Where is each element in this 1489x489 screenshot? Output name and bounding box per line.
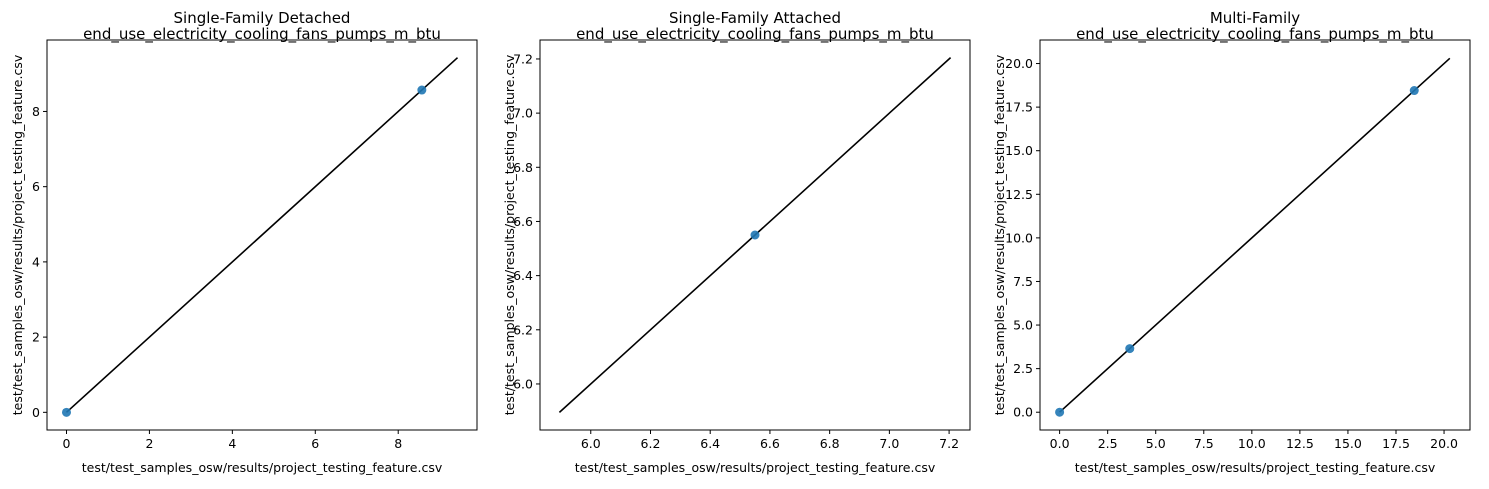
y-tick-label: 0: [32, 405, 40, 420]
chart-panel-1: Single-Family Detachedend_use_electricit…: [10, 9, 478, 475]
x-tick-label: 15.0: [1334, 436, 1362, 451]
x-tick-label: 10.0: [1238, 436, 1266, 451]
y-tick-label: 4: [32, 254, 40, 269]
x-tick-label: 12.5: [1286, 436, 1314, 451]
y-tick-label: 17.5: [1005, 100, 1033, 115]
y-tick-label: 6.4: [513, 268, 533, 283]
y-tick-label: 20.0: [1005, 56, 1033, 71]
y-tick-label: 15.0: [1005, 143, 1033, 158]
y-tick-label: 5.0: [1013, 318, 1033, 333]
chart-title: Multi-Family: [1210, 9, 1300, 27]
chart-title: Single-Family Detached: [174, 9, 351, 27]
y-tick-label: 6.0: [513, 376, 533, 391]
x-tick-label: 2.5: [1098, 436, 1118, 451]
x-tick-label: 6: [311, 436, 319, 451]
y-axis-label: test/test_samples_osw/results/project_te…: [992, 54, 1007, 415]
chart-panel-3: Multi-Familyend_use_electricity_cooling_…: [992, 9, 1471, 475]
x-tick-label: 6.4: [700, 436, 720, 451]
y-axis-label: test/test_samples_osw/results/project_te…: [10, 54, 25, 415]
x-axis-label: test/test_samples_osw/results/project_te…: [1075, 460, 1436, 475]
x-tick-label: 8: [394, 436, 402, 451]
x-tick-label: 6.0: [581, 436, 601, 451]
data-point: [417, 85, 427, 95]
data-point: [61, 407, 71, 417]
x-tick-label: 17.5: [1382, 436, 1410, 451]
y-tick-label: 2: [32, 330, 40, 345]
chart-subtitle: end_use_electricity_cooling_fans_pumps_m…: [1076, 25, 1434, 44]
x-tick-label: 2: [145, 436, 153, 451]
data-point: [1409, 86, 1419, 96]
x-axis-label: test/test_samples_osw/results/project_te…: [575, 460, 936, 475]
data-point: [1055, 407, 1065, 417]
x-tick-label: 0.0: [1050, 436, 1070, 451]
y-tick-label: 7.2: [513, 51, 533, 66]
x-tick-label: 6.2: [641, 436, 661, 451]
plot-frame: [1039, 39, 1471, 431]
y-tick-label: 6.6: [513, 214, 533, 229]
data-point: [750, 230, 760, 240]
data-point: [1125, 344, 1135, 354]
y-tick-label: 7.5: [1013, 274, 1033, 289]
identity-line: [65, 57, 459, 413]
y-tick-label: 2.5: [1013, 361, 1033, 376]
y-tick-label: 10.0: [1005, 230, 1033, 245]
x-tick-label: 7.5: [1194, 436, 1214, 451]
y-tick-label: 6.8: [513, 160, 533, 175]
y-tick-label: 7.0: [513, 106, 533, 121]
chart-subtitle: end_use_electricity_cooling_fans_pumps_m…: [576, 25, 934, 44]
plot-frame: [46, 39, 478, 431]
x-tick-label: 7.2: [939, 436, 959, 451]
y-tick-label: 6: [32, 179, 40, 194]
x-tick-label: 6.6: [760, 436, 780, 451]
x-tick-label: 0: [63, 436, 71, 451]
x-tick-label: 5.0: [1146, 436, 1166, 451]
y-tick-label: 0.0: [1013, 405, 1033, 420]
x-tick-label: 7.0: [879, 436, 899, 451]
y-tick-label: 8: [32, 104, 40, 119]
x-axis-label: test/test_samples_osw/results/project_te…: [82, 460, 443, 475]
y-axis-label: test/test_samples_osw/results/project_te…: [502, 54, 517, 415]
y-tick-label: 12.5: [1005, 187, 1033, 202]
x-tick-label: 6.8: [820, 436, 840, 451]
chart-subtitle: end_use_electricity_cooling_fans_pumps_m…: [83, 25, 441, 44]
chart-title: Single-Family Attached: [669, 9, 841, 27]
x-tick-label: 20.0: [1430, 436, 1458, 451]
y-tick-label: 6.2: [513, 322, 533, 337]
chart-panel-2: Single-Family Attachedend_use_electricit…: [502, 9, 971, 475]
x-tick-label: 4: [228, 436, 236, 451]
identity-line: [1059, 57, 1451, 413]
plot-frame: [539, 39, 971, 431]
